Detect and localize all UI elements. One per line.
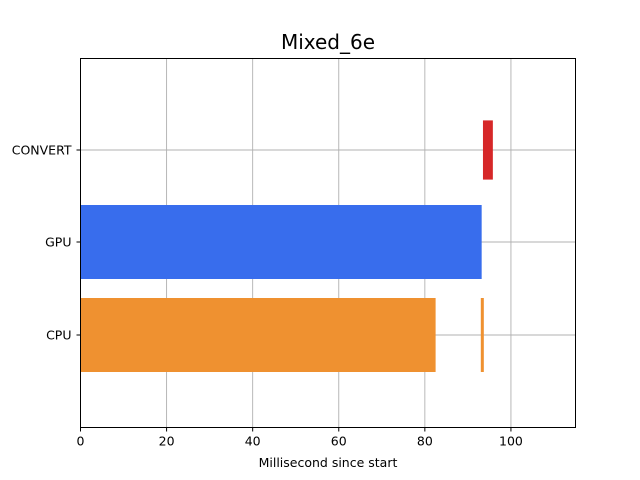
- bar-cpu: [480, 298, 484, 372]
- x-tick-label: 20: [159, 434, 175, 449]
- y-tick-label-cpu: CPU: [46, 328, 71, 343]
- y-tick-label-gpu: GPU: [45, 235, 71, 250]
- x-tick-label: 100: [499, 434, 523, 449]
- chart-title: Mixed_6e: [281, 30, 375, 54]
- x-tick-label: 40: [245, 434, 261, 449]
- x-tick-label: 80: [417, 434, 433, 449]
- bar-gpu: [80, 205, 482, 279]
- x-tick-label: 0: [77, 434, 85, 449]
- x-tick-label: 60: [331, 434, 347, 449]
- plot-frame: [80, 58, 576, 428]
- x-axis-label: Millisecond since start: [259, 455, 398, 470]
- bar-cpu: [80, 298, 436, 372]
- bar-convert: [482, 120, 493, 180]
- y-tick-label-convert: CONVERT: [12, 143, 72, 158]
- bars: [80, 120, 493, 372]
- axis-ticks: 0 20 40 60 80 100 CPU GPU CONVERT: [12, 143, 523, 449]
